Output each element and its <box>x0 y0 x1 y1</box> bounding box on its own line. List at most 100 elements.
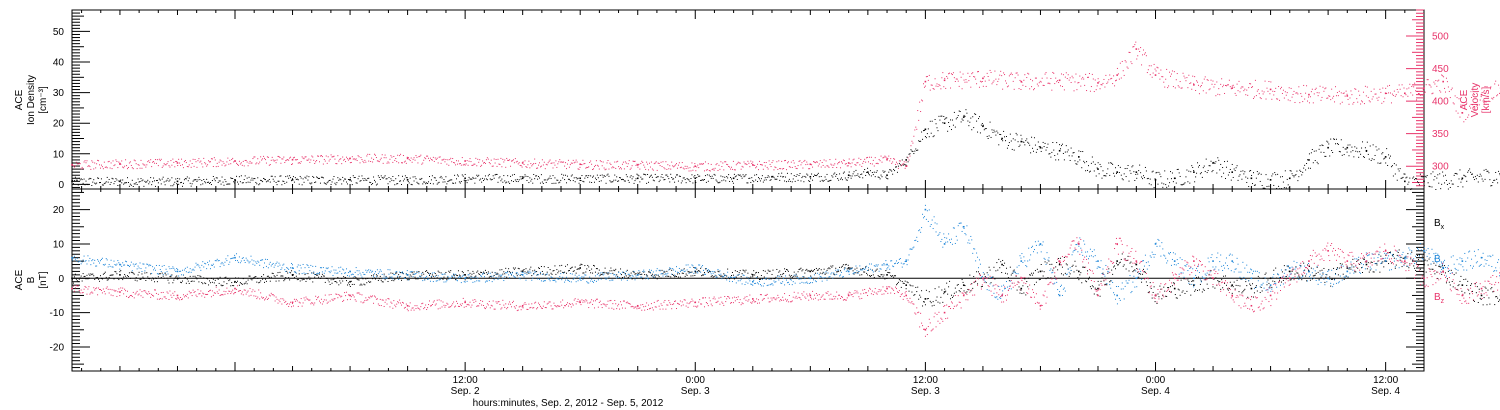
velocity-sample <box>525 166 527 168</box>
bx-sample <box>1096 294 1098 296</box>
ion-density-sample <box>896 171 898 173</box>
bx-sample <box>1307 269 1309 271</box>
velocity-sample <box>967 72 969 74</box>
ion-density-sample <box>1472 176 1474 178</box>
velocity-sample <box>1013 88 1015 90</box>
bx-sample <box>828 267 830 269</box>
ion-density-sample <box>1444 182 1446 184</box>
bx-sample <box>780 274 782 276</box>
bx-sample <box>1044 261 1046 263</box>
velocity-sample <box>238 160 240 162</box>
ion-density-sample <box>665 174 667 176</box>
bx-sample <box>159 273 161 275</box>
ion-density-sample <box>583 181 585 183</box>
bx-sample <box>161 272 163 274</box>
bx-sample <box>226 283 228 285</box>
ion-density-sample <box>564 179 566 181</box>
bx-sample <box>391 279 393 281</box>
bx-point <box>905 284 908 286</box>
velocity-sample <box>162 165 164 167</box>
bx-sample <box>1200 280 1202 282</box>
bx-sample <box>795 273 797 275</box>
ion-density-sample <box>507 175 509 177</box>
velocity-sample <box>819 160 821 162</box>
bx-sample <box>154 277 156 279</box>
bx-sample <box>307 273 309 275</box>
velocity-sample <box>502 158 504 160</box>
velocity-sample <box>1252 97 1254 99</box>
ion-density-sample <box>924 136 926 138</box>
ion-density-sample <box>962 119 964 121</box>
ion-density-sample <box>553 182 555 184</box>
bx-sample <box>381 281 383 283</box>
ion-density-sample <box>371 184 373 186</box>
bx-sample <box>912 285 914 287</box>
velocity-sample <box>1440 91 1442 93</box>
velocity-sample <box>85 162 87 164</box>
velocity-sample <box>210 158 212 160</box>
bx-sample <box>1198 289 1200 291</box>
velocity-sample <box>1317 95 1319 97</box>
velocity-sample <box>429 157 431 159</box>
bx-sample <box>139 278 141 280</box>
ion-density-sample <box>338 179 340 181</box>
bx-sample <box>1002 259 1004 261</box>
velocity-sample <box>1033 88 1035 90</box>
bx-sample <box>354 276 356 278</box>
bx-sample <box>889 272 891 274</box>
ion-density-sample <box>1168 185 1170 187</box>
bx-sample <box>1022 285 1024 287</box>
bx-sample <box>461 270 463 272</box>
ion-density-sample <box>1375 146 1377 148</box>
ion-density-sample <box>1004 136 1006 138</box>
bx-sample <box>463 274 465 276</box>
ion-density-sample <box>229 183 231 185</box>
bx-sample <box>309 278 311 280</box>
bx-sample <box>880 274 882 276</box>
ion-density-sample <box>868 173 870 175</box>
ion-density-sample <box>1391 165 1393 167</box>
bx-sample <box>690 275 692 277</box>
bx-sample <box>639 271 641 273</box>
velocity-sample <box>452 158 454 160</box>
bx-sample <box>687 271 689 273</box>
ion-density-sample <box>758 178 760 180</box>
bx-sample <box>195 277 197 279</box>
bx-sample <box>1012 270 1014 272</box>
velocity-sample <box>1459 116 1461 118</box>
bx-sample <box>1114 265 1116 267</box>
bx-sample <box>533 273 535 275</box>
velocity-sample <box>1490 86 1492 88</box>
velocity-sample <box>1111 77 1113 79</box>
velocity-sample <box>471 164 473 166</box>
ion-density-point <box>1173 177 1176 180</box>
ion-density-sample <box>1115 173 1117 175</box>
bx-sample <box>1062 274 1064 276</box>
velocity-sample <box>945 87 947 89</box>
bx-sample <box>672 273 674 275</box>
ion-density-sample <box>1156 171 1158 173</box>
ion-density-sample <box>246 177 248 179</box>
velocity-sample <box>737 161 739 163</box>
ion-density-sample <box>780 175 782 177</box>
ion-density-sample <box>1263 187 1265 189</box>
ion-density-sample <box>332 178 334 180</box>
velocity-sample <box>120 163 122 165</box>
ion-density-sample <box>816 174 818 176</box>
bx-sample <box>634 273 636 275</box>
ion-density-sample <box>1067 149 1069 151</box>
ion-density-sample <box>1204 170 1206 172</box>
bx-sample <box>406 279 408 281</box>
bx-sample <box>1229 281 1231 283</box>
bx-sample <box>216 277 218 279</box>
bx-sample <box>79 277 81 279</box>
ion-density-sample <box>400 180 402 182</box>
velocity-sample <box>656 169 658 171</box>
bx-sample <box>300 277 302 279</box>
velocity-sample <box>1465 118 1467 120</box>
ion-density-sample <box>433 177 435 179</box>
ion-density-point <box>924 128 927 131</box>
ion-density-sample <box>999 133 1001 135</box>
ion-density-sample <box>227 183 229 185</box>
